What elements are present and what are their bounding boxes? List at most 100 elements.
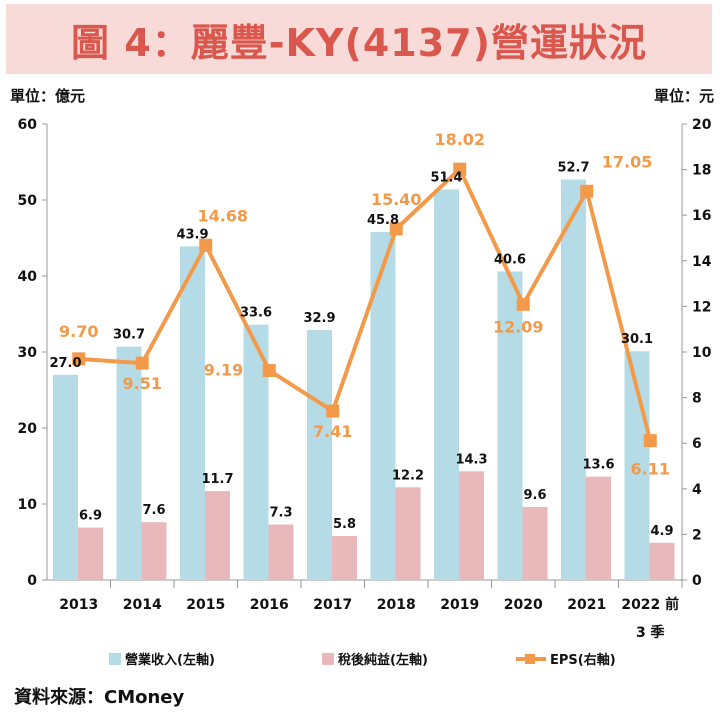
- net-income-data-label: 11.7: [201, 472, 233, 487]
- x-axis-tick-label: 2017: [313, 597, 352, 613]
- right-axis-tick-label: 18: [692, 163, 711, 179]
- right-axis-unit-label: 單位：元: [654, 87, 714, 105]
- right-axis-tick-label: 0: [692, 573, 702, 589]
- net-income-bar: [78, 527, 103, 580]
- x-axis-tick-label: 2013: [59, 597, 98, 613]
- eps-marker: [72, 352, 86, 366]
- net-income-bar: [268, 524, 294, 580]
- revenue-bar: [497, 271, 523, 580]
- revenue-data-label: 30.7: [113, 328, 145, 343]
- left-axis-tick-label: 10: [18, 497, 38, 513]
- right-axis-tick-label: 14: [692, 254, 712, 270]
- net-income-data-label: 9.6: [523, 488, 546, 503]
- net-income-bar: [649, 542, 675, 580]
- revenue-data-label: 45.8: [367, 213, 399, 228]
- net-income-bar: [395, 487, 421, 580]
- right-axis-tick-label: 16: [692, 208, 711, 224]
- revenue-bar: [116, 346, 142, 580]
- right-axis-tick-label: 6: [692, 436, 702, 452]
- x-axis-tick-label: 2015: [186, 597, 225, 613]
- net-income-data-label: 13.6: [582, 458, 614, 473]
- eps-marker: [199, 238, 213, 252]
- net-income-data-label: 7.3: [269, 506, 292, 521]
- revenue-data-label: 33.6: [240, 306, 272, 321]
- net-income-data-label: 12.2: [392, 468, 424, 483]
- legend-net-income-label: 稅後純益(左軸): [338, 652, 428, 668]
- net-income-bar: [522, 507, 548, 580]
- revenue-bar: [370, 231, 396, 581]
- left-axis-tick-label: 20: [18, 421, 38, 437]
- eps-marker: [453, 162, 467, 176]
- legend-eps-marker: [525, 654, 535, 664]
- legend-net-income-swatch: [322, 653, 334, 665]
- x-axis-tick-label: 2018: [377, 597, 416, 613]
- eps-data-label: 15.40: [371, 190, 422, 209]
- x-axis-tick-label: 2021: [567, 597, 606, 613]
- revenue-bar: [561, 179, 586, 581]
- eps-marker: [516, 297, 530, 311]
- net-income-data-label: 6.9: [79, 509, 102, 524]
- left-axis-tick-label: 40: [18, 269, 38, 285]
- net-income-data-label: 5.8: [333, 517, 356, 532]
- x-axis-tick-label: 2020: [504, 597, 543, 613]
- net-income-data-label: 4.9: [650, 524, 673, 539]
- right-axis-tick-label: 10: [692, 345, 712, 361]
- right-axis-tick-label: 4: [692, 482, 702, 498]
- eps-data-label: 17.05: [602, 152, 653, 171]
- revenue-data-label: 32.9: [303, 311, 335, 326]
- revenue-bar: [53, 374, 78, 580]
- net-income-bar: [332, 535, 357, 580]
- legend-revenue-swatch: [109, 653, 121, 665]
- eps-data-label: 12.09: [493, 317, 544, 336]
- revenue-data-label: 40.6: [494, 252, 526, 267]
- right-axis-tick-label: 12: [692, 299, 711, 315]
- right-axis-tick-label: 20: [692, 117, 712, 133]
- revenue-data-label: 52.7: [557, 160, 589, 175]
- net-income-bar: [586, 476, 611, 580]
- left-axis-tick-label: 50: [18, 193, 38, 209]
- eps-marker: [389, 222, 403, 236]
- x-axis-tick-label: 2016: [250, 597, 289, 613]
- net-income-bar: [459, 471, 484, 580]
- right-axis-tick-label: 8: [692, 391, 702, 407]
- x-axis-tick-label: 2014: [123, 597, 162, 613]
- title-banner: 圖 4：麗豐-KY(4137)營運狀況: [6, 4, 712, 74]
- left-axis-unit-label: 單位：億元: [10, 87, 85, 105]
- left-axis-tick-label: 0: [27, 573, 37, 589]
- revenue-bar: [307, 329, 332, 580]
- eps-data-label: 9.51: [123, 374, 162, 393]
- net-income-data-label: 7.6: [142, 503, 165, 518]
- revenue-data-label: 30.1: [621, 332, 653, 347]
- x-axis-tick-label: 3 季: [636, 624, 665, 641]
- net-income-bar: [205, 491, 230, 580]
- eps-line: [78, 167, 653, 442]
- legend-revenue-label: 營業收入(左軸): [125, 652, 215, 668]
- eps-marker: [262, 363, 276, 377]
- chart-title: 圖 4：麗豐-KY(4137)營運狀況: [71, 20, 647, 65]
- eps-data-label: 14.68: [197, 206, 248, 225]
- revenue-data-label: 51.4: [430, 170, 462, 185]
- eps-marker: [580, 184, 594, 198]
- left-axis-tick-label: 60: [18, 117, 38, 133]
- revenue-bar: [434, 189, 459, 581]
- eps-data-label: 7.41: [313, 422, 352, 441]
- source-note: 資料來源：CMoney: [14, 687, 185, 708]
- eps-marker: [643, 434, 657, 448]
- net-income-data-label: 14.3: [455, 452, 487, 467]
- eps-marker: [135, 356, 149, 370]
- x-axis-tick-label: 2019: [440, 597, 479, 613]
- eps-data-label: 6.11: [631, 460, 670, 479]
- legend-eps-label: EPS(右軸): [550, 652, 616, 668]
- eps-data-label: 9.70: [59, 322, 98, 341]
- revenue-data-label: 43.9: [176, 227, 208, 242]
- eps-data-label: 18.02: [434, 130, 485, 149]
- x-axis-tick-label: 2022 前: [621, 596, 679, 613]
- left-axis-tick-label: 30: [18, 345, 38, 361]
- revenue-data-label: 27.0: [49, 356, 81, 371]
- eps-data-label: 9.19: [204, 360, 243, 379]
- revenue-bar: [180, 246, 205, 581]
- net-income-bar: [141, 522, 167, 580]
- right-axis-tick-label: 2: [692, 527, 702, 543]
- eps-marker: [326, 404, 340, 418]
